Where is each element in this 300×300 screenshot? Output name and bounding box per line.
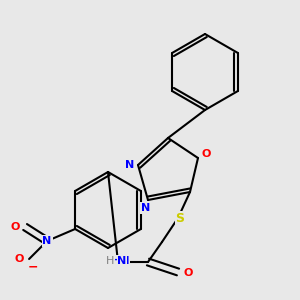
Text: N: N bbox=[141, 203, 151, 213]
Text: S: S bbox=[176, 212, 184, 224]
Text: O: O bbox=[183, 268, 193, 278]
Text: N: N bbox=[125, 160, 135, 170]
Text: N: N bbox=[117, 256, 127, 266]
Text: H: H bbox=[106, 256, 114, 266]
Text: O: O bbox=[11, 222, 20, 232]
Text: HN: HN bbox=[111, 256, 129, 266]
Text: −: − bbox=[28, 260, 38, 274]
Text: N: N bbox=[43, 236, 52, 246]
Text: O: O bbox=[14, 254, 24, 264]
Text: O: O bbox=[201, 149, 211, 159]
